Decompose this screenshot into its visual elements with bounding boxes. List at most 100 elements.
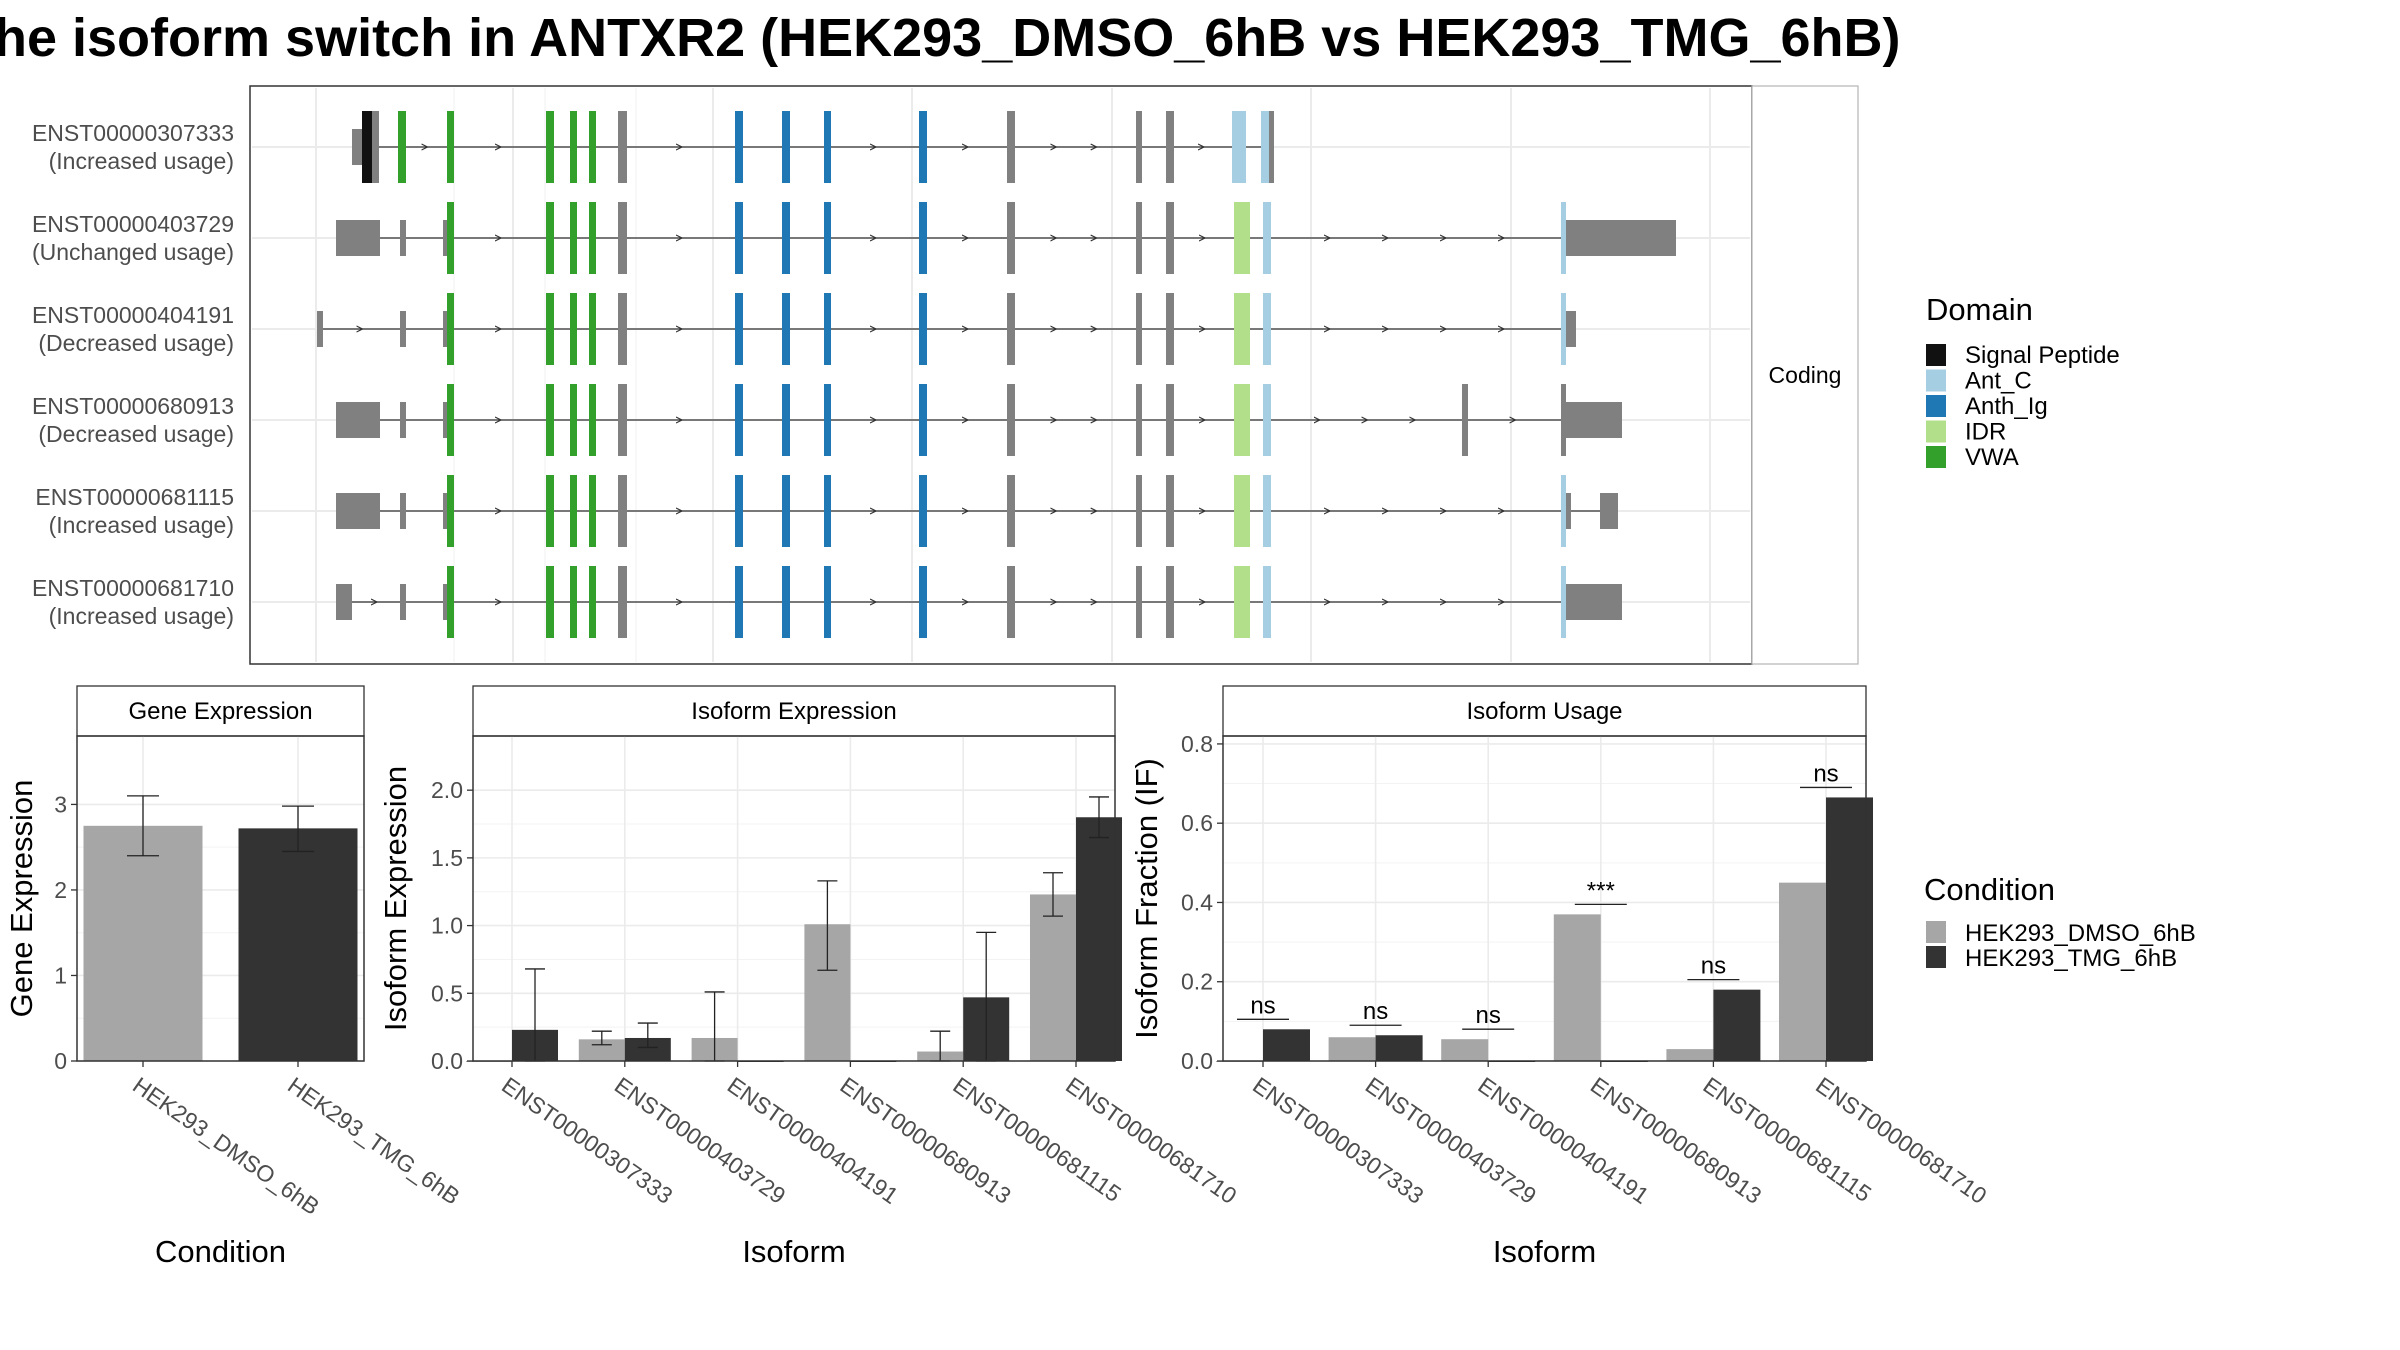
isoform-usage-label: (Increased usage): [49, 512, 234, 538]
y-axis-title: Isoform Fraction (IF): [1129, 758, 1164, 1039]
exon-anth-ig: [735, 384, 743, 456]
isoform-usage-panel: Isoform Usage ns ns ns *** ns ns 0.0 0.2 0.4 0.6 0.…: [1129, 685, 1992, 1269]
condition-legend: Condition HEK293_DMSO_6hB HEK293_TMG_6hB: [1924, 872, 2196, 972]
x-axis-title: Isoform: [1493, 1234, 1596, 1269]
exon-ant-c: [1261, 111, 1269, 183]
exon-vwa: [589, 475, 596, 547]
exon-anth-ig: [824, 293, 831, 365]
isoform-track: [336, 202, 1676, 274]
exon-vwa: [570, 202, 577, 274]
exon-vwa: [546, 384, 554, 456]
exon-anth-ig: [782, 111, 790, 183]
exon-idr: [1234, 293, 1250, 365]
significance-label: ***: [1587, 877, 1615, 904]
exon-ant-c: [1561, 566, 1566, 638]
exon-noncoding-exon: [1136, 384, 1142, 456]
isoform-label: ENST00000404191: [32, 302, 234, 328]
bar: [1263, 1029, 1310, 1061]
significance-label: ns: [1250, 992, 1275, 1019]
isoform-track: [336, 384, 1622, 456]
structure-rows: [317, 111, 1676, 638]
isoform-label: ENST00000680913: [32, 393, 234, 419]
y-axis-title: Isoform Expression: [378, 766, 413, 1031]
domain-legend-swatch: [1926, 344, 1946, 366]
exon-ant-c: [1263, 293, 1271, 365]
x-axis-title: Isoform: [742, 1234, 845, 1269]
y-tick-label: 2: [54, 877, 67, 903]
exon-noncoding-exon: [1166, 475, 1174, 547]
exon-noncoding-exon: [336, 584, 352, 620]
exon-vwa: [570, 475, 577, 547]
exon-vwa: [546, 566, 554, 638]
coding-strip-label: Coding: [1769, 362, 1842, 388]
isoform-label: ENST00000681710: [32, 575, 234, 601]
exon-vwa: [398, 111, 406, 183]
exon-idr: [1234, 384, 1250, 456]
exon-vwa: [589, 384, 596, 456]
exon-noncoding-exon: [1136, 566, 1142, 638]
exon-noncoding-exon: [1166, 293, 1174, 365]
exon-vwa: [570, 384, 577, 456]
exon-noncoding-exon: [1007, 384, 1015, 456]
exon-vwa: [447, 566, 454, 638]
isoform-track: [336, 475, 1618, 547]
exon-noncoding-exon: [1566, 493, 1571, 529]
exon-noncoding-exon: [1561, 384, 1566, 456]
exon-noncoding-exon: [1136, 293, 1142, 365]
exon-anth-ig: [782, 475, 790, 547]
exon-anth-ig: [824, 384, 831, 456]
domain-legend-swatch: [1926, 420, 1946, 443]
y-tick-label: 0.6: [1181, 810, 1213, 836]
y-tick-label: 0: [54, 1048, 67, 1074]
exon-noncoding-exon: [400, 402, 406, 438]
exon-ant-c: [1561, 293, 1566, 365]
exon-anth-ig: [735, 111, 743, 183]
exon-noncoding-exon: [1166, 384, 1174, 456]
domain-legend-label: VWA: [1965, 444, 2019, 471]
exon-signal-peptide: [362, 111, 372, 183]
exon-noncoding-exon: [1566, 584, 1622, 620]
y-tick-label: 0.4: [1181, 889, 1213, 915]
exon-noncoding-exon: [443, 220, 447, 256]
y-tick-label: 0.8: [1181, 731, 1213, 757]
isoform-usage-label: (Increased usage): [49, 603, 234, 629]
domain-legend-label: Ant_C: [1965, 368, 2032, 395]
domain-legend-label: Anth_Ig: [1965, 393, 2048, 420]
panel-frame: [1222, 735, 1867, 1062]
significance-label: ns: [1701, 953, 1726, 980]
bar: [1441, 1039, 1489, 1061]
y-tick-label: 0.0: [1181, 1048, 1213, 1074]
exon-anth-ig: [824, 475, 831, 547]
exon-vwa: [589, 566, 596, 638]
exon-anth-ig: [824, 111, 831, 183]
isoform-track: [336, 566, 1622, 638]
bar: [1779, 882, 1826, 1061]
domain-legend-swatch: [1926, 446, 1946, 468]
exon-noncoding-exon: [317, 311, 323, 347]
panel-title: Isoform Expression: [691, 698, 896, 725]
exon-ant-c: [1561, 202, 1566, 274]
exon-vwa: [447, 384, 454, 456]
exon-anth-ig: [735, 202, 743, 274]
legend-swatch-dmso: [1926, 921, 1946, 943]
bar: [578, 1039, 625, 1061]
exon-noncoding-exon: [400, 220, 406, 256]
exon-noncoding-exon: [1136, 475, 1142, 547]
exon-noncoding-exon: [618, 566, 627, 638]
panel-frame: [76, 735, 365, 1062]
panel-strip: [1222, 685, 1867, 737]
exon-anth-ig: [824, 202, 831, 274]
exon-noncoding-exon: [618, 111, 627, 183]
exon-noncoding-exon: [443, 493, 447, 529]
isoform-usage-label: (Unchanged usage): [32, 239, 234, 265]
exon-anth-ig: [735, 293, 743, 365]
structure-panel: [249, 85, 1753, 665]
y-tick-label: 1.5: [431, 845, 463, 871]
isoform-usage-label: (Increased usage): [49, 148, 234, 174]
exon-ant-c: [1263, 475, 1271, 547]
y-tick-label: 3: [54, 791, 67, 817]
exon-vwa: [447, 293, 454, 365]
exon-anth-ig: [919, 384, 927, 456]
isoform-track: [352, 111, 1274, 183]
